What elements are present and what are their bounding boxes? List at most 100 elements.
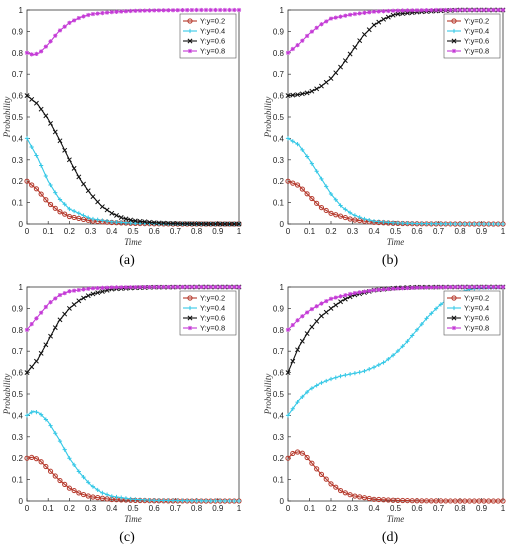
data-point <box>410 333 415 338</box>
legend-label: Y:y=0.2 <box>464 294 489 303</box>
data-point <box>227 498 232 504</box>
x-tick-label: 0.6 <box>149 227 161 236</box>
data-point <box>72 462 77 467</box>
x-tick-label: 1 <box>237 227 242 236</box>
data-point <box>24 455 30 461</box>
series-y-y-0-4 <box>24 410 242 504</box>
data-point <box>95 495 101 501</box>
data-point <box>151 220 157 226</box>
data-point <box>39 310 44 315</box>
y-tick-label: 0.5 <box>273 113 285 122</box>
chart-panel-a: 0 0.1 0.2 0.3 0.4 0.5 0.6 0.7 0.8 0.9 1 0 0.1 0.2 0.3 0… <box>2 6 242 268</box>
data-point <box>314 318 320 324</box>
data-point <box>376 287 381 292</box>
panel-caption: (b) <box>382 253 399 268</box>
x-tick-label: 0.7 <box>433 227 445 236</box>
data-point <box>114 220 119 225</box>
legend-marker <box>451 38 457 44</box>
data-point <box>290 450 296 457</box>
y-tick-label: 0.2 <box>12 177 24 186</box>
data-point <box>161 498 166 503</box>
data-point <box>67 456 72 461</box>
data-point <box>62 447 67 452</box>
data-point <box>366 27 372 33</box>
data-point <box>467 7 472 13</box>
data-point <box>414 221 420 226</box>
data-point <box>39 412 44 417</box>
data-point <box>376 362 381 367</box>
data-point <box>352 217 358 223</box>
data-point <box>486 7 491 13</box>
data-point <box>47 468 54 474</box>
data-point <box>314 383 319 388</box>
data-point <box>305 310 310 315</box>
data-point <box>376 496 382 503</box>
data-point <box>323 79 329 85</box>
data-point <box>43 173 48 179</box>
data-point <box>208 284 213 290</box>
y-axis-label: Probability <box>2 374 12 416</box>
data-point <box>371 9 377 14</box>
data-point <box>309 386 314 391</box>
legend-marker <box>187 305 193 311</box>
data-point <box>348 210 353 215</box>
chart-panel-b: 0 0.1 0.2 0.3 0.4 0.5 0.6 0.7 0.8 0.9 1 0 0.1 0.2 0.3 0… <box>263 6 506 268</box>
data-point <box>481 7 486 13</box>
data-point <box>457 7 463 13</box>
data-point <box>232 7 237 13</box>
y-tick-label: 0.2 <box>273 177 285 186</box>
data-point <box>184 221 190 227</box>
data-point <box>304 90 310 96</box>
data-point <box>343 372 348 378</box>
data-point <box>299 186 305 192</box>
data-point <box>328 76 334 81</box>
data-point <box>142 8 147 13</box>
data-point <box>438 498 444 504</box>
legend-label: Y:y=0.4 <box>200 27 225 36</box>
data-point <box>448 221 453 227</box>
data-point <box>43 113 49 119</box>
data-point <box>486 284 491 290</box>
data-point <box>34 410 39 415</box>
y-tick-label: 0.4 <box>273 134 285 143</box>
data-point <box>90 286 96 291</box>
data-point <box>185 7 190 13</box>
data-point <box>429 8 434 13</box>
data-point <box>304 191 310 197</box>
data-point <box>371 288 377 293</box>
y-axis-label: Probability <box>263 374 273 416</box>
data-point <box>309 460 315 466</box>
legend-marker <box>187 28 193 34</box>
data-point <box>67 20 72 25</box>
data-point <box>48 300 53 305</box>
data-point <box>128 496 133 502</box>
data-point <box>391 8 396 13</box>
data-point <box>362 216 367 222</box>
data-point <box>165 220 171 226</box>
y-tick-label: 0.9 <box>12 304 24 313</box>
data-point <box>24 413 30 418</box>
y-tick-label: 0.2 <box>273 454 285 463</box>
data-point <box>357 370 362 375</box>
y-tick-label: 0.6 <box>273 92 285 101</box>
x-tick-label: 0.6 <box>411 227 423 236</box>
data-point <box>38 459 44 465</box>
data-point <box>285 136 291 141</box>
data-point <box>323 476 329 482</box>
y-tick-label: 0.7 <box>273 70 285 79</box>
data-point <box>318 471 325 477</box>
data-point <box>299 91 305 97</box>
data-point <box>381 219 386 225</box>
data-point <box>342 214 348 221</box>
data-point <box>471 498 477 504</box>
data-point <box>462 498 468 504</box>
x-axis-label: Time <box>387 237 405 247</box>
data-point <box>85 293 91 299</box>
data-point <box>381 360 386 365</box>
data-point <box>71 165 77 171</box>
data-point <box>453 284 458 290</box>
data-point <box>52 129 58 135</box>
y-tick-label: 0 <box>19 497 24 506</box>
data-point <box>295 399 300 405</box>
data-point <box>348 291 353 297</box>
